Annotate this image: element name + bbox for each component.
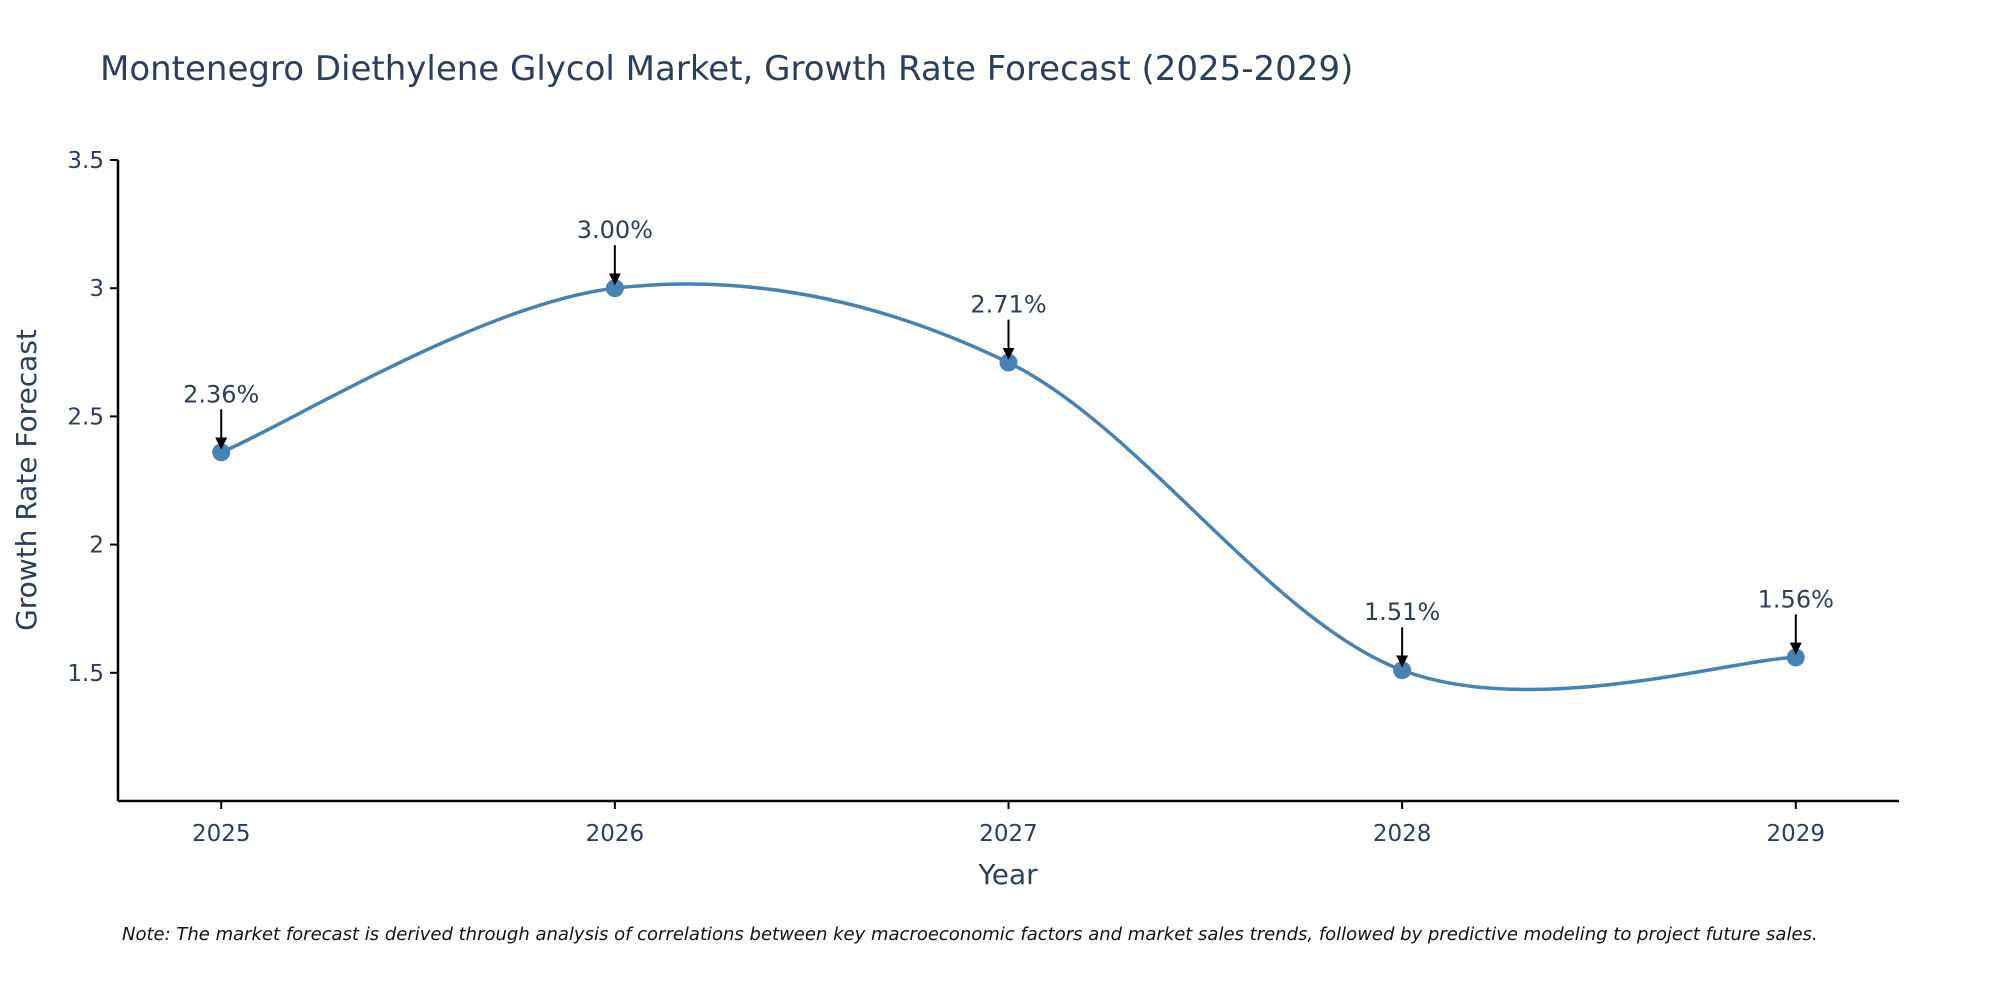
x-tick-label: 2028 [1373, 821, 1432, 847]
axes: 1.5 2 2.5 3 3.5 2025 2026 2027 2028 2029 [67, 148, 1899, 847]
y-tick-label: 3 [89, 276, 104, 302]
x-tick-label: 2026 [586, 821, 645, 847]
x-axis-title: Year [977, 858, 1038, 891]
data-label-2028: 1.51% [1364, 598, 1440, 626]
y-tick-label: 1.5 [67, 661, 104, 687]
x-tick-label: 2025 [192, 821, 251, 847]
x-tick-label: 2029 [1767, 821, 1826, 847]
y-axis-ticks: 1.5 2 2.5 3 3.5 [67, 148, 118, 687]
chart-title: Montenegro Diethylene Glycol Market, Gro… [100, 49, 1353, 89]
x-tick-label: 2027 [979, 821, 1038, 847]
data-label-2025: 2.36% [183, 380, 259, 408]
y-tick-label: 2.5 [67, 404, 104, 430]
plot-area: 2.36% 3.00% 2.71% 1.51% 1.56% [183, 216, 1834, 692]
data-label-2027: 2.71% [970, 291, 1046, 319]
data-label-2026: 3.00% [577, 216, 653, 244]
y-axis-title: Growth Rate Forecast [10, 329, 43, 631]
y-tick-label: 2 [89, 533, 104, 559]
data-label-2029: 1.56% [1758, 585, 1834, 613]
y-tick-label: 3.5 [67, 148, 104, 174]
data-label-annotations: 2.36% 3.00% 2.71% 1.51% 1.56% [183, 216, 1834, 668]
footnote: Note: The market forecast is derived thr… [122, 924, 1818, 945]
x-axis-ticks: 2025 2026 2027 2028 2029 [192, 801, 1825, 847]
